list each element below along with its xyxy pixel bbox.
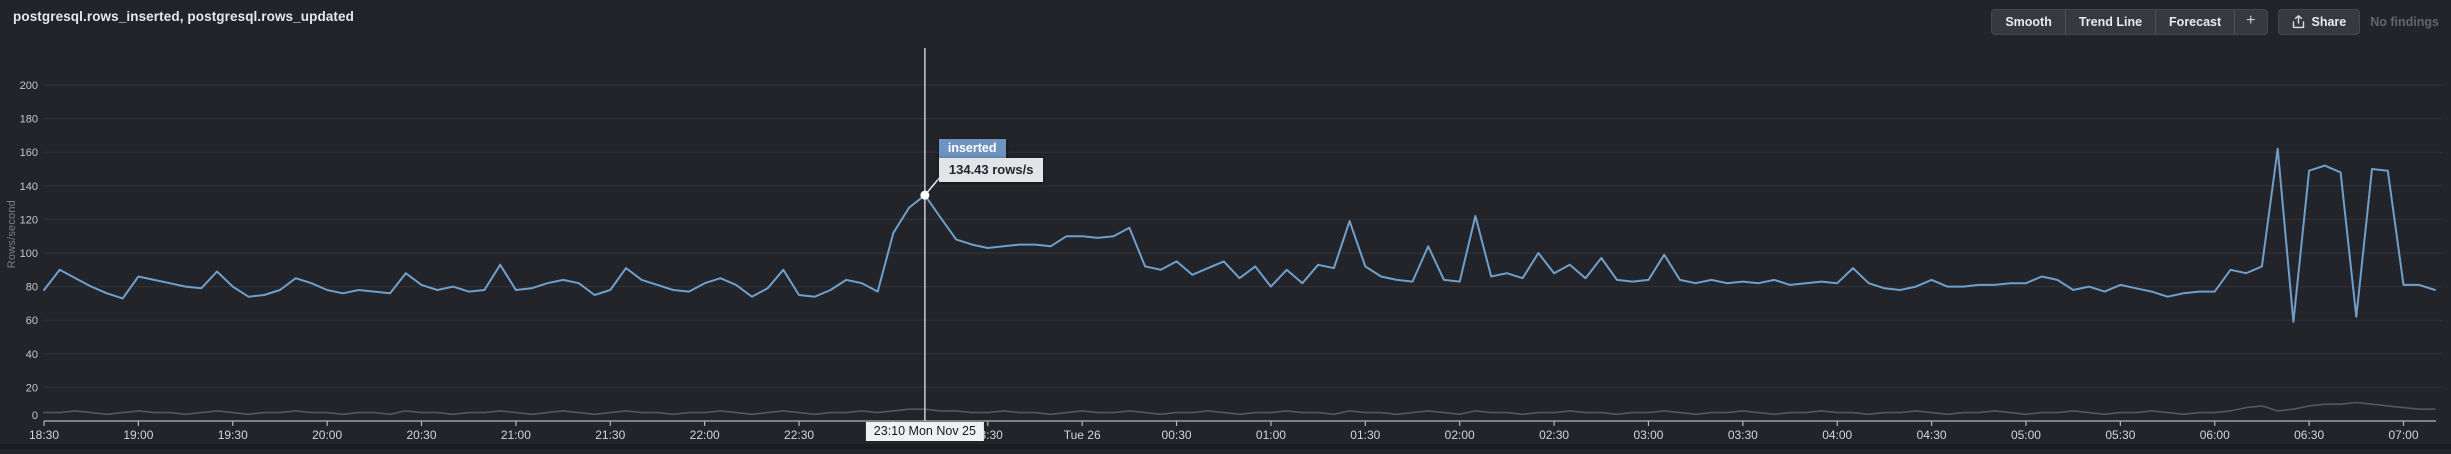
x-tick-label: 22:30 (784, 428, 814, 442)
y-tick-label: 0 (32, 410, 38, 422)
x-tick-label: 03:00 (1633, 428, 1663, 442)
y-tick-label: 100 (20, 248, 38, 260)
x-tick-label: 19:30 (218, 428, 248, 442)
add-function-button[interactable]: + (2234, 10, 2266, 34)
trend-line-button[interactable]: Trend Line (2064, 10, 2155, 34)
crosshair-marker-dot (920, 190, 930, 200)
share-icon (2292, 15, 2305, 29)
x-tick-label: 19:00 (123, 428, 153, 442)
share-button[interactable]: Share (2277, 9, 2361, 35)
bottom-border-strip (0, 444, 2451, 449)
y-tick-label: 80 (26, 282, 38, 294)
x-tick-label: 05:30 (2105, 428, 2135, 442)
y-tick-label: 40 (26, 349, 38, 361)
y-tick-label: 180 (20, 114, 38, 126)
x-tick-label: 04:00 (1822, 428, 1852, 442)
x-tick-label: 01:00 (1256, 428, 1286, 442)
x-tick-label: Tue 26 (1064, 428, 1101, 442)
x-tick-label: 20:00 (312, 428, 342, 442)
x-tick-label: 05:00 (2011, 428, 2041, 442)
x-tick-label: 21:00 (501, 428, 531, 442)
tooltip-series-label: inserted (938, 139, 1006, 159)
y-axis-title: Rows/second (6, 200, 18, 269)
share-button-label: Share (2311, 15, 2347, 29)
x-tick-label: 01:30 (1350, 428, 1380, 442)
no-findings-label: No findings (2370, 15, 2439, 29)
x-tick-label: 02:00 (1445, 428, 1475, 442)
y-tick-label: 200 (20, 80, 38, 92)
y-tick-label: 60 (26, 315, 38, 327)
x-tick-label: 06:00 (2200, 428, 2230, 442)
crosshair-time-label: 23:10 Mon Nov 25 (865, 422, 984, 441)
x-tick-label: 03:30 (1728, 428, 1758, 442)
x-tick-label: 20:30 (407, 428, 437, 442)
x-tick-label: 07:00 (2388, 428, 2418, 442)
x-tick-label: 21:30 (595, 428, 625, 442)
chart-toolbar: Smooth Trend Line Forecast + Share No fi… (1991, 9, 2439, 35)
x-tick-label: 00:30 (1162, 428, 1192, 442)
x-tick-label: 04:30 (1917, 428, 1947, 442)
y-tick-label: 20 (26, 382, 38, 394)
chart-header: postgresql.rows_inserted, postgresql.row… (0, 0, 2451, 42)
y-tick-label: 140 (20, 181, 38, 193)
forecast-button[interactable]: Forecast (2155, 10, 2234, 34)
x-tick-label: 02:30 (1539, 428, 1569, 442)
chart-title: postgresql.rows_inserted, postgresql.row… (13, 9, 354, 24)
y-tick-label: 120 (20, 214, 38, 226)
hover-tooltip: inserted 134.43 rows/s (938, 139, 1044, 183)
x-tick-label: 06:30 (2294, 428, 2324, 442)
y-tick-label: 160 (20, 147, 38, 159)
series-line-inserted[interactable] (43, 147, 2436, 323)
chart-options-button-group: Smooth Trend Line Forecast + (1991, 9, 2268, 35)
series-line-updated[interactable] (43, 401, 2436, 416)
smooth-button[interactable]: Smooth (1992, 10, 2065, 34)
x-tick-label: 22:00 (690, 428, 720, 442)
x-tick-label: 18:30 (29, 428, 59, 442)
tooltip-value-label: 134.43 rows/s (938, 158, 1044, 183)
